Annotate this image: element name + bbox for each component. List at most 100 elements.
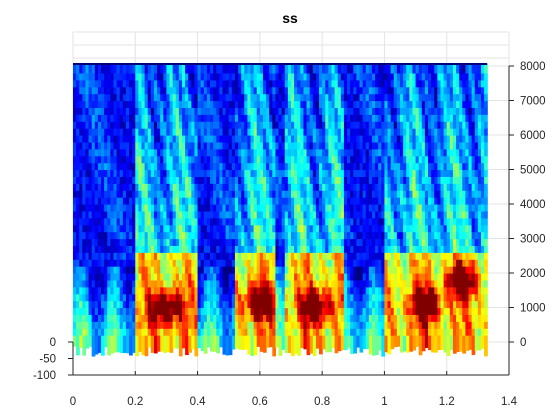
spectrogram-cell xyxy=(188,107,192,115)
spectrogram-cell xyxy=(415,155,420,164)
spectrogram-cell xyxy=(266,300,270,309)
spectrogram-cell xyxy=(160,328,164,336)
spectrogram-cell xyxy=(421,321,426,329)
spectrogram-cell xyxy=(178,93,183,102)
spectrogram-cell xyxy=(210,128,214,136)
spectrogram-cell xyxy=(281,141,286,150)
spectrogram-cell xyxy=(303,273,308,281)
spectrogram-cell xyxy=(94,114,99,122)
spectrogram-cell xyxy=(381,259,386,267)
spectrogram-cell xyxy=(415,121,420,129)
spectrogram-cell xyxy=(253,64,258,74)
spectrogram-cell xyxy=(238,107,242,115)
spectrogram-cell xyxy=(278,307,283,315)
spectrogram-cell xyxy=(73,107,77,115)
spectrogram-cell xyxy=(350,79,354,88)
spectrogram-cell xyxy=(375,100,379,108)
spectrogram-cell xyxy=(303,169,308,177)
spectrogram-cell xyxy=(424,238,429,246)
spectrogram-cell xyxy=(350,148,354,157)
spectrogram-cell xyxy=(384,252,389,260)
spectrogram-cell xyxy=(459,286,463,295)
spectrogram-cell xyxy=(272,321,277,329)
spectrogram-cell xyxy=(231,197,236,205)
spectrogram-cell xyxy=(116,148,121,157)
spectrogram-cell xyxy=(185,231,189,240)
spectrogram-cell xyxy=(147,64,152,74)
spectrogram-cell xyxy=(222,245,227,253)
spectrogram-cell xyxy=(213,321,217,329)
spectrogram-cell xyxy=(312,190,317,198)
spectrogram-cell xyxy=(415,335,420,347)
spectrogram-cell xyxy=(334,328,339,336)
spectrogram-cell xyxy=(110,64,115,74)
spectrogram-cell xyxy=(125,141,130,150)
spectrogram-cell xyxy=(175,162,180,171)
spectrogram-cell xyxy=(197,252,202,260)
spectrogram-cell xyxy=(312,314,317,322)
spectrogram-cell xyxy=(116,273,121,281)
spectrogram-cell xyxy=(200,224,205,233)
spectrogram-cell xyxy=(337,148,342,157)
spectrogram-cell xyxy=(200,314,205,322)
spectrogram-cell xyxy=(303,321,308,329)
spectrogram-cell xyxy=(281,93,286,102)
spectrogram-cell xyxy=(437,293,442,302)
spectrogram-cell xyxy=(79,107,83,115)
spectrogram-cell xyxy=(125,100,130,108)
spectrogram-cell xyxy=(319,217,323,226)
spectrogram-cell xyxy=(219,224,224,233)
spectrogram-cell xyxy=(241,307,245,315)
spectrogram-cell xyxy=(85,190,90,198)
spectrogram-cell xyxy=(160,162,164,171)
spectrogram-cell xyxy=(331,64,336,74)
spectrogram-cell xyxy=(91,217,96,226)
spectrogram-cell xyxy=(138,121,143,129)
spectrogram-cell xyxy=(97,300,102,309)
spectrogram-cell xyxy=(144,314,149,322)
spectrogram-cell xyxy=(191,183,196,191)
spectrogram-cell xyxy=(79,64,83,74)
spectrogram-cell xyxy=(452,286,457,295)
spectrogram-cell xyxy=(160,190,164,198)
spectrogram-cell xyxy=(328,72,333,81)
spectrogram-cell xyxy=(144,183,149,191)
spectrogram-cell xyxy=(424,79,429,88)
spectrogram-cell xyxy=(166,259,171,267)
spectrogram-cell xyxy=(132,114,136,122)
spectrogram-cell xyxy=(378,293,382,302)
spectrogram-cell xyxy=(119,279,124,288)
spectrogram-cell xyxy=(384,197,389,205)
spectrogram-cell xyxy=(365,190,370,198)
spectrogram-cell xyxy=(362,245,367,253)
spectrogram-cell xyxy=(256,293,261,302)
spectrogram-cell xyxy=(365,266,370,274)
spectrogram-cell xyxy=(244,293,248,302)
spectrogram-cell xyxy=(238,321,242,329)
spectrogram-cell xyxy=(446,183,451,191)
spectrogram-cell xyxy=(291,245,295,253)
spectrogram-cell xyxy=(403,169,407,177)
spectrogram-cell xyxy=(144,169,149,177)
spectrogram-cell xyxy=(343,107,348,115)
spectrogram-cell xyxy=(132,224,136,233)
spectrogram-cell xyxy=(393,128,398,136)
spectrogram-cell xyxy=(387,197,392,205)
spectrogram-cell xyxy=(456,190,460,198)
spectrogram-cell xyxy=(191,307,196,315)
spectrogram-cell xyxy=(85,217,90,226)
spectrogram-cell xyxy=(406,114,410,122)
spectrogram-cell xyxy=(328,141,333,150)
spectrogram-cell xyxy=(303,266,308,274)
spectrogram-cell xyxy=(157,231,161,240)
spectrogram-cell xyxy=(300,141,305,150)
spectrogram-cell xyxy=(94,252,99,260)
spectrogram-cell xyxy=(381,286,386,295)
spectrogram-cell xyxy=(132,266,136,274)
spectrogram-cell xyxy=(365,79,370,88)
spectrogram-cell xyxy=(213,128,217,136)
spectrogram-cell xyxy=(297,72,301,81)
spectrogram-cell xyxy=(309,72,314,81)
spectrogram-cell xyxy=(222,224,227,233)
spectrogram-cell xyxy=(291,141,295,150)
